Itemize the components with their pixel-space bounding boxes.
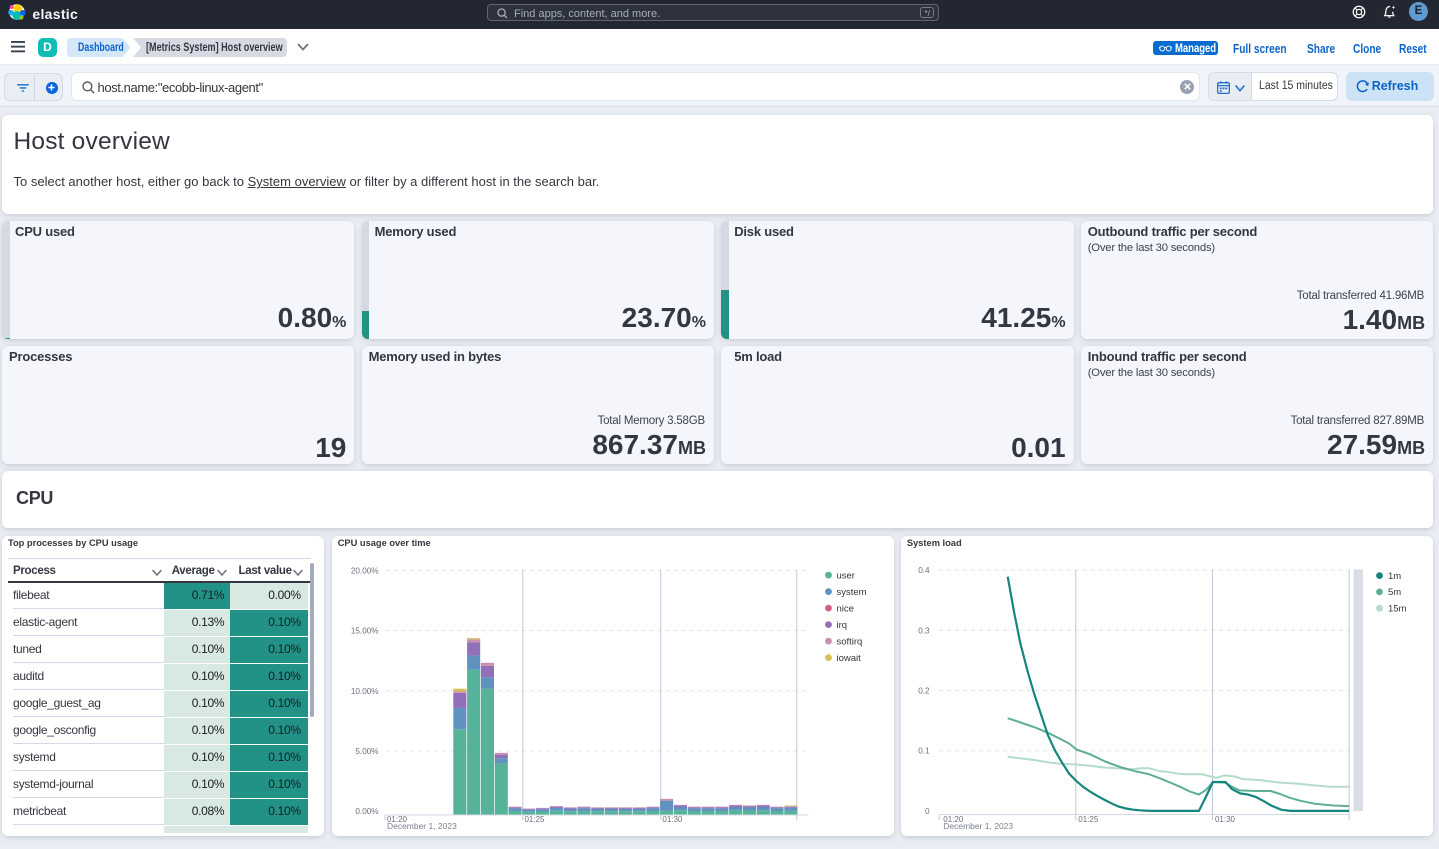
svg-text:01:30: 01:30 xyxy=(662,815,683,824)
svg-text:0.4: 0.4 xyxy=(918,566,930,575)
svg-text:5.00%: 5.00% xyxy=(355,747,378,756)
svg-text:December 1, 2023: December 1, 2023 xyxy=(943,821,1013,831)
svg-text:15m: 15m xyxy=(1388,603,1407,614)
svg-text:softirq: softirq xyxy=(836,636,862,647)
svg-text:iowait: iowait xyxy=(836,652,861,663)
svg-text:irq: irq xyxy=(836,619,847,630)
svg-text:system: system xyxy=(836,586,866,597)
svg-text:0.3: 0.3 xyxy=(918,626,930,635)
svg-text:20.00%: 20.00% xyxy=(351,566,379,575)
svg-text:01:20: 01:20 xyxy=(387,815,408,824)
svg-text:15.00%: 15.00% xyxy=(351,626,379,635)
svg-text:01:20: 01:20 xyxy=(943,815,964,824)
svg-text:01:25: 01:25 xyxy=(1078,815,1099,824)
svg-text:01:30: 01:30 xyxy=(1215,815,1236,824)
svg-text:0.00%: 0.00% xyxy=(355,807,378,816)
svg-text:5m: 5m xyxy=(1388,587,1401,598)
svg-text:user: user xyxy=(836,570,854,581)
svg-text:1m: 1m xyxy=(1388,570,1401,581)
svg-text:December 1, 2023: December 1, 2023 xyxy=(387,821,457,831)
svg-text:0.1: 0.1 xyxy=(918,746,930,755)
svg-text:01:25: 01:25 xyxy=(524,815,545,824)
svg-text:0.2: 0.2 xyxy=(918,686,930,695)
svg-text:10.00%: 10.00% xyxy=(351,686,379,695)
svg-text:0: 0 xyxy=(925,806,930,815)
svg-text:nice: nice xyxy=(836,603,853,614)
